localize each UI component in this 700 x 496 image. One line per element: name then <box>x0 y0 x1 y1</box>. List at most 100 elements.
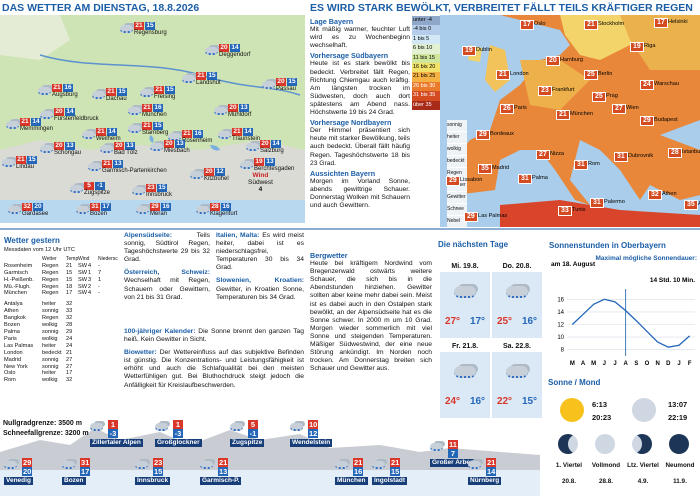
wind-force: 4 <box>258 186 263 193</box>
weather-icon <box>135 461 148 469</box>
cell: Regen <box>42 283 59 290</box>
text: Der Wettereinfluss auf das subjektive Be… <box>124 349 305 389</box>
table-row: Rom wolkig 32 <box>4 377 120 384</box>
place-name: Zugspitze <box>230 439 265 447</box>
high-temp: 21 <box>16 156 26 164</box>
city-name: Schongau <box>54 149 82 156</box>
weather-icon <box>62 461 75 469</box>
day-label: Do. 20.8. <box>492 262 542 272</box>
low-temp: 13 <box>265 158 275 166</box>
city: 28 16 Klagenfurt <box>196 203 237 218</box>
city-name: Kitzbühel <box>204 175 229 182</box>
paragraph: Österreich, Schweiz: Wechselhaft mit Reg… <box>124 269 210 301</box>
city-temp: 25 <box>584 70 598 80</box>
heading: Vorhersage Nordbayern <box>310 118 392 128</box>
city-info: 28 16 Klagenfurt <box>210 203 237 218</box>
temps: 21 16 <box>52 84 78 92</box>
cell: Regen <box>42 262 59 269</box>
low-temp: 13 <box>65 142 75 150</box>
city-info: 21 13 Garmisch-Partenkirchen <box>102 160 167 175</box>
sunrise: 6:13 <box>592 400 608 409</box>
city-name: Mühldorf <box>228 111 252 118</box>
city-name: Gardasee <box>22 210 49 217</box>
temps: 21 15 <box>196 72 221 80</box>
temps: 21 16 <box>182 130 212 138</box>
city: 20 13 Miesbach <box>150 140 190 155</box>
cell: 24 <box>66 335 73 342</box>
city: 21 15 Starnberg <box>128 122 168 137</box>
heading: Lage Bayern <box>310 17 354 26</box>
high-temp: 21 <box>353 458 364 467</box>
city-temp: 21 <box>556 110 570 120</box>
cell: 4 <box>88 262 92 269</box>
low-temp: 15 <box>153 122 163 130</box>
city-info: 21 15 Starnberg <box>142 122 168 137</box>
title: DAS WETTER AM DIENSTAG, 18.8.2026 <box>2 2 200 14</box>
symbol-entry: heiter <box>447 132 467 144</box>
weather-icon <box>230 423 243 431</box>
low-temp: 16 <box>161 203 171 211</box>
high-temp: 1 <box>173 420 183 429</box>
high-temp: 21 <box>134 22 144 30</box>
cell: SW <box>78 269 88 276</box>
cell: 1 <box>98 276 102 283</box>
high-temp: 21 <box>486 458 497 467</box>
low-temp: 14 <box>486 467 497 476</box>
weather-icon <box>2 159 15 167</box>
cell: 21 <box>66 262 73 269</box>
high-temp: 25° <box>496 316 513 327</box>
max-value: 14 Std. 10 Min. <box>650 277 695 284</box>
city-temp: 21 <box>496 70 510 80</box>
temps: 21 15 <box>106 88 127 96</box>
low-temp: 12 <box>215 168 225 176</box>
legend-entry: 16 bis 20 <box>412 63 440 73</box>
high-temp: 23 <box>153 458 164 467</box>
city-info: 20 14 Fürstenfeldbruck <box>54 108 99 123</box>
low-temp: 16° <box>469 396 486 407</box>
city-info: 21 14 Weilheim <box>96 128 121 143</box>
city-temp: 21 <box>584 20 598 30</box>
weather-icon <box>120 25 133 33</box>
high-temp: 20 <box>54 142 64 150</box>
city-info: 29 16 Meran <box>150 203 171 218</box>
high-temp: 21 <box>142 104 152 112</box>
city-name: Memmingen <box>20 125 54 132</box>
high-temp: 20 <box>228 104 238 112</box>
city-info: 20 12 Kitzbühel <box>204 168 229 183</box>
x-tick-label: J <box>677 361 680 367</box>
temps: 19 13 <box>254 158 294 166</box>
cell: Oslo <box>4 370 16 377</box>
city-info: 21 15 Dachau <box>106 88 127 103</box>
city-temp: 33 <box>558 206 572 216</box>
weather-icon <box>182 75 195 83</box>
low-temp: 13 <box>175 140 185 148</box>
city-name: Bordeaux <box>490 131 514 137</box>
low-temp: 20 <box>33 203 43 211</box>
weather-icon <box>82 131 95 139</box>
high-temp: 20 <box>204 168 214 176</box>
city-name: Meran <box>150 210 168 217</box>
city-name: München <box>570 111 594 117</box>
city-name: Weilheim <box>96 135 121 142</box>
city: 20 15 Passau <box>262 78 297 93</box>
moonset: 22:19 <box>668 413 688 422</box>
high-temp: 21 <box>154 86 164 94</box>
weather-icon <box>205 47 218 55</box>
yesterday: Wetter gestern Messdaten vom 12 Uhr UTC We… <box>4 236 120 384</box>
text: Die Sonne brennt den ganzen Tag heiß. Ke… <box>124 328 304 344</box>
cell: wolkig <box>42 335 58 342</box>
low-temp: 13 <box>218 467 229 476</box>
city-name: Athen <box>662 191 677 197</box>
city-name: Rosenheim <box>182 137 213 144</box>
regions-column: Alpensüdseite: Teils sonnig, Südtirol Re… <box>124 232 304 412</box>
y-tick-label: 16 <box>557 297 564 303</box>
low-temp: 15 <box>390 467 401 476</box>
city-name: Starnberg <box>142 129 169 136</box>
max-label: Maximal mögliche Sonnendauer: <box>596 255 698 262</box>
city: 21 13 Garmisch-Partenkirchen <box>88 160 167 175</box>
high-temp: 21 <box>106 88 116 96</box>
paragraph: Alpensüdseite: Teils sonnig, Südtirol Re… <box>124 232 210 264</box>
city-temp: 31 <box>590 198 604 208</box>
